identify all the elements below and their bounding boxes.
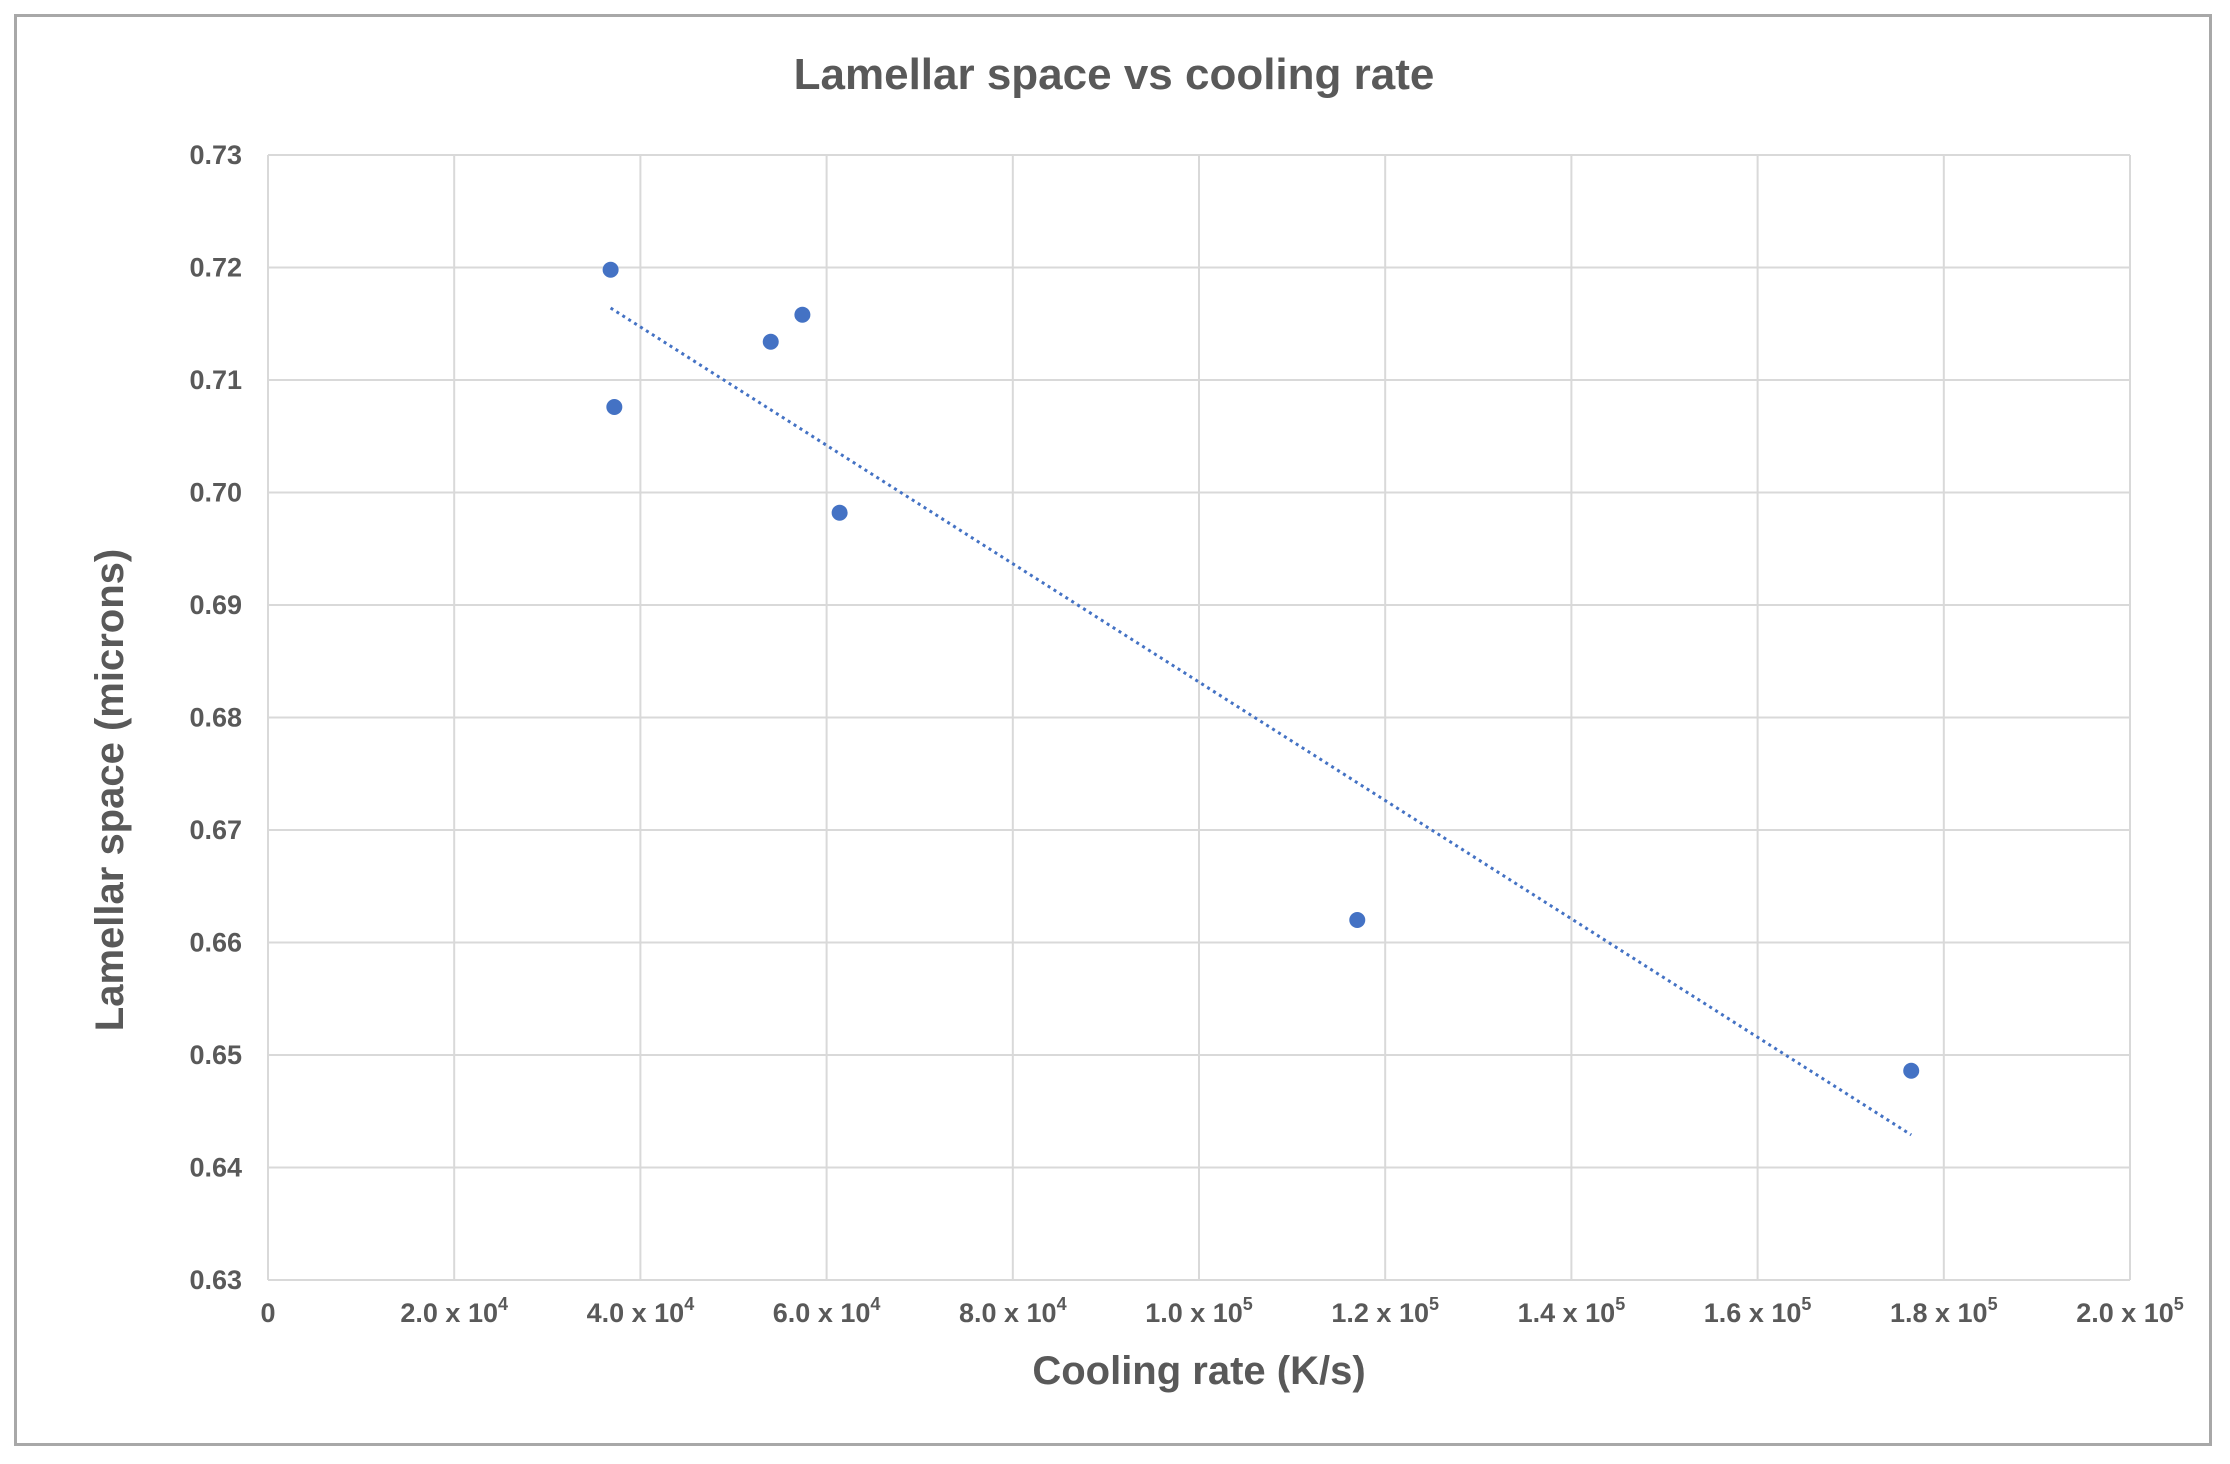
x-tick-mantissa: 1.0 x 10 — [1145, 1298, 1243, 1328]
y-tick-label: 0.70 — [189, 478, 242, 508]
gridlines — [267, 154, 2131, 1281]
x-tick-exponent: 5 — [2174, 1294, 2184, 1314]
x-tick-exponent: 5 — [1429, 1294, 1439, 1314]
data-points — [602, 261, 1920, 1079]
scatter-chart: 0.63 0.64 0.65 0.66 0.67 0.68 0.69 0.70 0.71 0.72… — [88, 50, 2184, 1393]
data-point — [831, 504, 848, 521]
linear-trendline — [609, 306, 1913, 1137]
x-tick-exponent: 5 — [1801, 1294, 1811, 1314]
x-tick-label: 2.0 x 104 — [400, 1294, 508, 1328]
data-point — [606, 399, 623, 415]
x-tick-exponent: 5 — [1988, 1294, 1998, 1314]
x-tick-mantissa: 8.0 x 10 — [959, 1298, 1057, 1328]
x-tick-mantissa: 1.2 x 10 — [1331, 1298, 1429, 1328]
y-tick-label: 0.71 — [189, 365, 242, 395]
x-tick-exponent: 5 — [1243, 1294, 1253, 1314]
chart-frame: 0.63 0.64 0.65 0.66 0.67 0.68 0.69 0.70 0.71 0.72… — [14, 14, 2212, 1446]
x-tick-label: 6.0 x 104 — [773, 1294, 881, 1328]
x-tick-label: 1.4 x 105 — [1518, 1294, 1626, 1328]
chart-title: Lamellar space vs cooling rate — [794, 50, 1435, 99]
x-tick-mantissa: 2.0 x 10 — [2076, 1298, 2174, 1328]
x-tick-exponent: 4 — [684, 1294, 694, 1314]
x-tick-exponent: 4 — [870, 1294, 880, 1314]
y-tick-label: 0.69 — [189, 590, 242, 620]
x-tick-label: 0 — [260, 1298, 275, 1328]
y-tick-label: 0.64 — [189, 1153, 242, 1183]
data-point — [602, 261, 619, 278]
x-tick-mantissa: 2.0 x 10 — [400, 1298, 498, 1328]
x-tick-label: 4.0 x 104 — [587, 1294, 695, 1328]
y-tick-label: 0.66 — [189, 928, 242, 958]
y-tick-label: 0.73 — [189, 140, 242, 170]
y-axis-label: Lamellar space (microns) — [88, 549, 132, 1031]
x-tick-mantissa: 1.8 x 10 — [1890, 1298, 1988, 1328]
data-point — [794, 306, 811, 323]
data-point — [1903, 1062, 1920, 1079]
x-tick-label: 1.6 x 105 — [1704, 1294, 1812, 1328]
x-tick-mantissa: 1.6 x 10 — [1704, 1298, 1802, 1328]
x-tick-mantissa: 4.0 x 10 — [587, 1298, 685, 1328]
x-tick-exponent: 4 — [1057, 1294, 1067, 1314]
x-axis-label: Cooling rate (K/s) — [1032, 1349, 1365, 1393]
x-tick-mantissa: 6.0 x 10 — [773, 1298, 871, 1328]
x-tick-label: 1.2 x 105 — [1331, 1294, 1439, 1328]
y-tick-label: 0.67 — [189, 815, 242, 845]
x-tick-mantissa: 1.4 x 10 — [1518, 1298, 1616, 1328]
x-axis-ticks: 0 2.0 x 104 4.0 x 104 6.0 x 104 8.0 x 104 1.0… — [260, 1294, 2183, 1328]
x-tick-label: 1.0 x 105 — [1145, 1294, 1253, 1328]
x-tick-exponent: 5 — [1615, 1294, 1625, 1314]
y-tick-label: 0.72 — [189, 253, 242, 283]
x-tick-mantissa: 0 — [260, 1298, 275, 1328]
y-tick-label: 0.63 — [189, 1265, 242, 1295]
trendline-layer — [609, 306, 1913, 1137]
data-point — [762, 333, 779, 350]
data-point — [1349, 912, 1366, 928]
y-tick-label: 0.68 — [189, 703, 242, 733]
x-tick-exponent: 4 — [498, 1294, 508, 1314]
x-tick-label: 2.0 x 105 — [2076, 1294, 2184, 1328]
y-axis-ticks: 0.63 0.64 0.65 0.66 0.67 0.68 0.69 0.70 0.71 0.72… — [189, 140, 242, 1295]
x-tick-label: 8.0 x 104 — [959, 1294, 1067, 1328]
x-tick-label: 1.8 x 105 — [1890, 1294, 1998, 1328]
y-tick-label: 0.65 — [189, 1040, 242, 1070]
